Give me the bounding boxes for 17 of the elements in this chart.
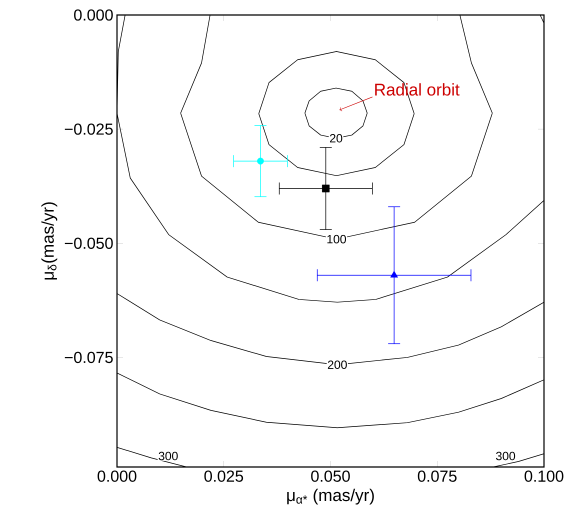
y-axis-title: μ$_{δ}$(mas/yr) bbox=[41, 202, 58, 280]
x-tick-label: 0.050 bbox=[311, 470, 350, 482]
y-tick-label: −0.025 bbox=[64, 123, 113, 135]
annotation: 300 bbox=[158, 452, 178, 460]
point bbox=[322, 184, 330, 192]
x-tick-label: 0.100 bbox=[524, 470, 564, 482]
x-tick-label: 0.075 bbox=[418, 470, 457, 482]
annotation: 300 bbox=[496, 452, 516, 460]
x-tick-label: 0.000 bbox=[98, 470, 136, 482]
x-tick-label: 0.025 bbox=[204, 470, 244, 482]
y-tick-label: −0.075 bbox=[64, 352, 113, 364]
annotation: 100 bbox=[327, 234, 346, 244]
x-axis-title: μ$_{α*}$ (mas/yr) bbox=[287, 488, 374, 505]
y-tick-label: 0.000 bbox=[74, 9, 113, 21]
point bbox=[390, 270, 398, 278]
y-tick-label: −0.050 bbox=[64, 238, 113, 249]
point bbox=[257, 158, 264, 164]
